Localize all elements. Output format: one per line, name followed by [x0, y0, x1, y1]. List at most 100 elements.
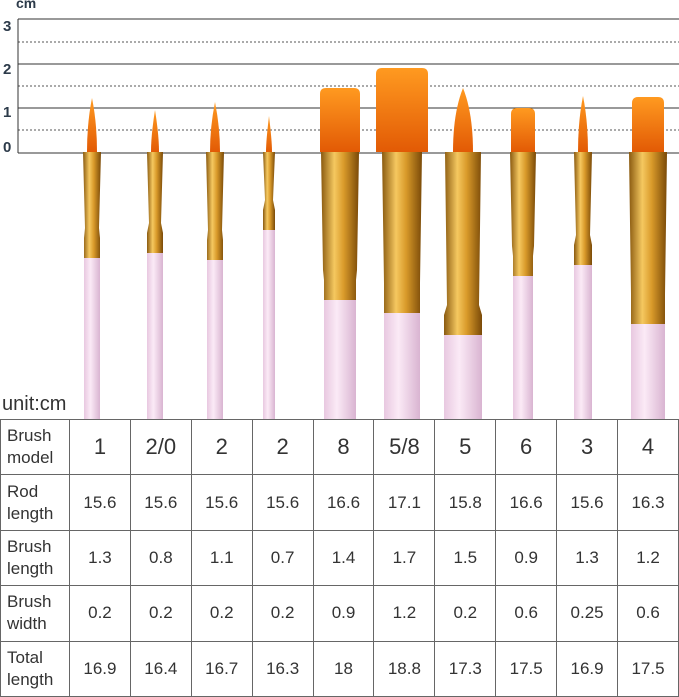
spec-table: Brush model 1 2/0 2 2 8 5/8 5 6 3 4 Rod length 15.6 1… — [0, 418, 679, 697]
cell: 1.4 — [312, 529, 375, 587]
cell: 0.2 — [129, 585, 192, 642]
bristles — [210, 102, 220, 152]
bristles — [266, 116, 272, 152]
cell: 17.5 — [495, 640, 558, 697]
cell: 5 — [434, 418, 497, 476]
ferrule — [263, 152, 275, 230]
bristles — [578, 96, 588, 152]
cell: 1.1 — [190, 529, 253, 587]
handle — [84, 254, 100, 420]
cell: 6 — [495, 418, 558, 476]
cell: 17.5 — [617, 640, 679, 697]
ferrule — [382, 152, 422, 313]
ruler-label: 2 — [3, 61, 11, 78]
table-row: Brush model 1 2/0 2 2 8 5/8 5 6 3 4 — [0, 418, 679, 476]
cell: 8 — [312, 418, 375, 476]
unit-note: unit:cm — [2, 393, 67, 415]
cell: 15.6 — [190, 474, 253, 531]
cell: 16.6 — [495, 474, 558, 531]
cell: 0.2 — [251, 585, 314, 642]
cell: 0.2 — [190, 585, 253, 642]
ferrule — [510, 152, 536, 276]
cell: 16.9 — [69, 640, 131, 697]
handle — [263, 226, 275, 420]
ferrule — [444, 152, 482, 335]
bristles — [376, 68, 428, 152]
cell: 17.1 — [373, 474, 436, 531]
cell: 15.6 — [556, 474, 619, 531]
brush-illustration: cm 3 2 1 0 — [3, 0, 679, 420]
handle — [384, 309, 420, 420]
ruler-label: 1 — [3, 104, 11, 121]
handle — [207, 256, 223, 420]
cell: 16.7 — [190, 640, 253, 697]
cell: 1.2 — [373, 585, 436, 642]
cell: 15.6 — [251, 474, 314, 531]
cell: 2/0 — [129, 418, 192, 476]
cell: 0.25 — [556, 585, 619, 642]
cell: 1.7 — [373, 529, 436, 587]
cell: 16.3 — [251, 640, 314, 697]
table-row: Total length 16.9 16.4 16.7 16.3 18 18.8 17.3 17… — [0, 640, 679, 697]
ferrule — [147, 152, 163, 253]
cell: 0.7 — [251, 529, 314, 587]
cell: 0.6 — [495, 585, 558, 642]
cell: 0.8 — [129, 529, 192, 587]
handle — [324, 296, 356, 420]
cell: 16.3 — [617, 474, 679, 531]
bristles — [511, 108, 535, 152]
cell: 18 — [312, 640, 375, 697]
cell: 1.3 — [69, 529, 131, 587]
cell: 15.6 — [69, 474, 131, 531]
cell: 0.9 — [495, 529, 558, 587]
ferrule — [629, 152, 667, 324]
ruler-unit: cm — [16, 0, 36, 11]
cell: 1.3 — [556, 529, 619, 587]
bristles — [151, 110, 159, 152]
cell: 1 — [69, 418, 131, 476]
ruler-label: 0 — [3, 139, 11, 156]
cell: 0.2 — [434, 585, 497, 642]
ferrule — [83, 152, 101, 258]
handle — [631, 320, 665, 420]
table-row: Rod length 15.6 15.6 15.6 15.6 16.6 17.1 15.8 16… — [0, 474, 679, 531]
cell: 15.6 — [129, 474, 192, 531]
cell: 16.4 — [129, 640, 192, 697]
row-label: Rod length — [0, 474, 70, 531]
handle — [574, 261, 592, 420]
table-row: Brush width 0.2 0.2 0.2 0.2 0.9 1.2 0.2 0.6 0.25 0… — [0, 585, 679, 642]
cell: 0.6 — [617, 585, 679, 642]
cell: 5/8 — [373, 418, 436, 476]
bristles — [87, 98, 97, 152]
cell: 1.2 — [617, 529, 679, 587]
bristles — [320, 88, 360, 152]
brushes — [83, 68, 667, 420]
cell: 1.5 — [434, 529, 497, 587]
row-label: Total length — [0, 640, 70, 697]
cell: 2 — [251, 418, 314, 476]
ruler-label: 3 — [3, 18, 11, 35]
bristles — [632, 97, 664, 152]
handle — [513, 272, 533, 420]
ferrule — [206, 152, 224, 260]
table-row: Brush length 1.3 0.8 1.1 0.7 1.4 1.7 1.5 0.9 1.3 1… — [0, 529, 679, 587]
cell: 15.8 — [434, 474, 497, 531]
cell: 0.2 — [69, 585, 131, 642]
cell: 17.3 — [434, 640, 497, 697]
cell: 4 — [617, 418, 679, 476]
bristles — [453, 88, 473, 152]
cell: 18.8 — [373, 640, 436, 697]
cell: 16.9 — [556, 640, 619, 697]
handle — [444, 331, 482, 420]
ferrule — [321, 152, 359, 300]
handle — [147, 249, 163, 420]
cell: 16.6 — [312, 474, 375, 531]
cell: 2 — [190, 418, 253, 476]
cell: 3 — [556, 418, 619, 476]
row-label: Brush length — [0, 529, 70, 587]
row-label: Brush width — [0, 585, 70, 642]
cell: 0.9 — [312, 585, 375, 642]
row-label: Brush model — [0, 418, 70, 476]
ferrule — [574, 152, 592, 265]
